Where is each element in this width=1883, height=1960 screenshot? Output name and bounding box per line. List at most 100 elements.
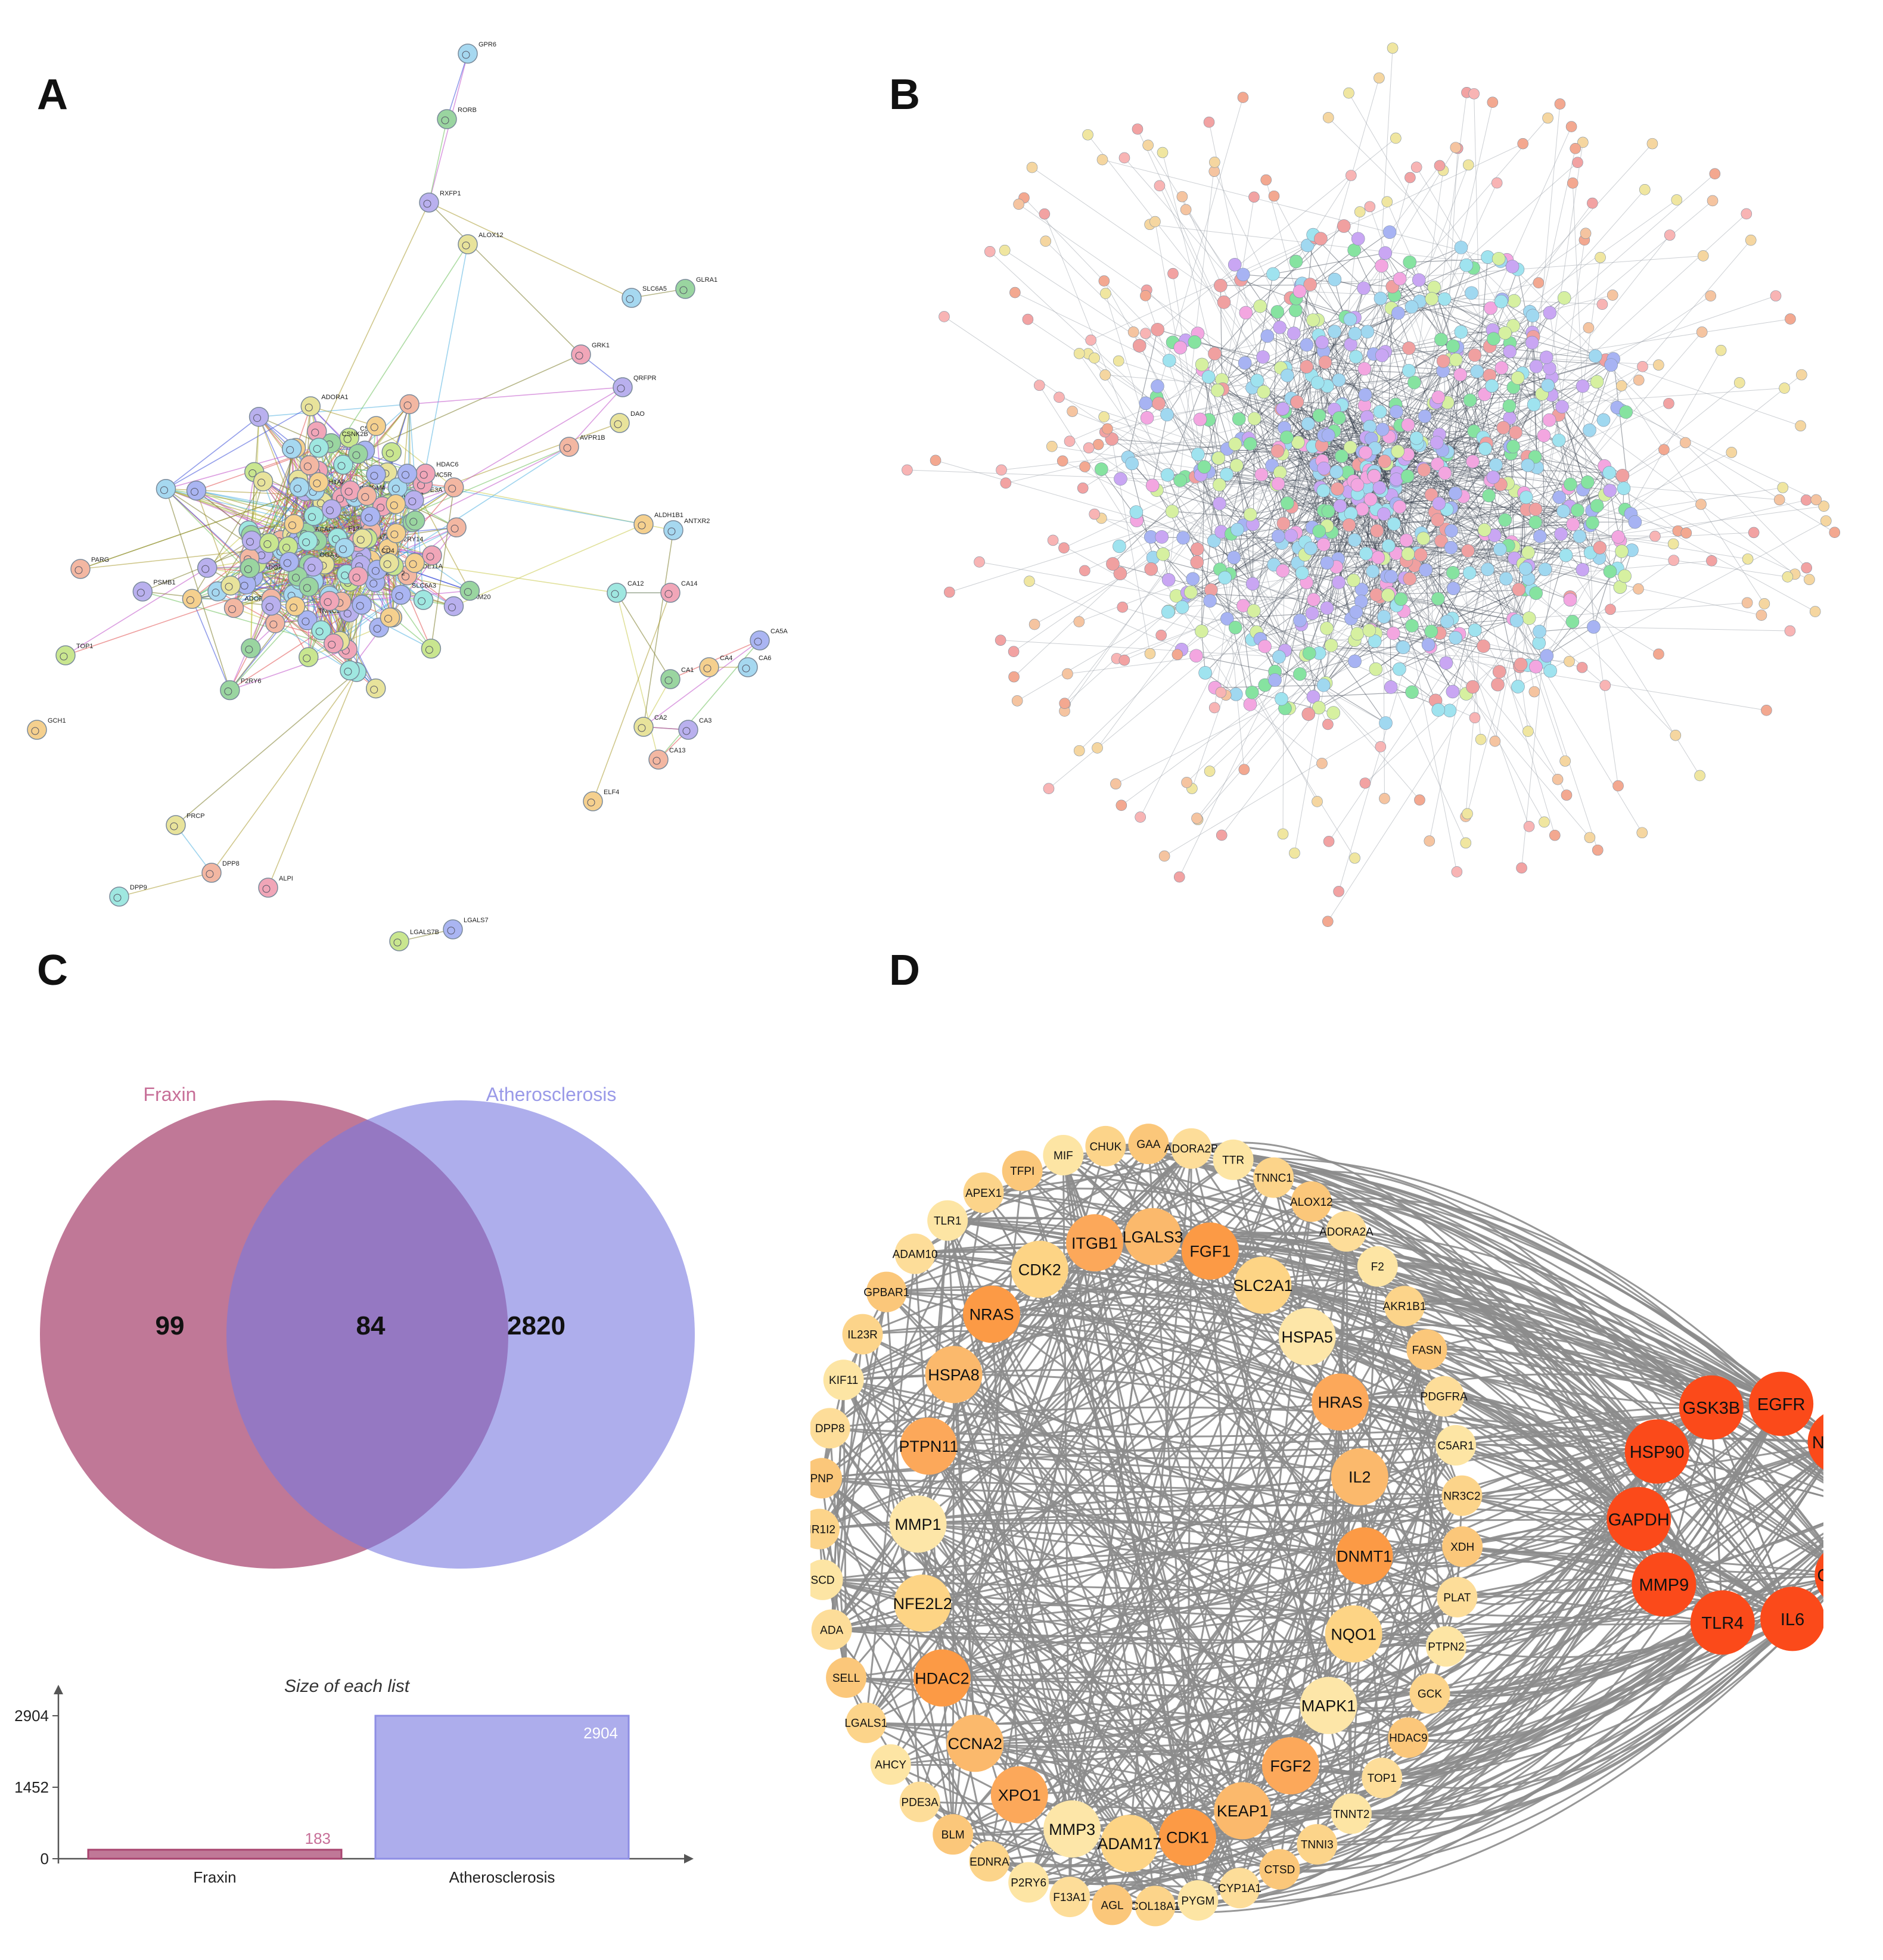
network-node <box>353 529 372 548</box>
network-node <box>187 481 206 500</box>
network-node-label: HDAC6 <box>436 461 458 468</box>
network-node <box>1348 655 1362 668</box>
network-node <box>1403 256 1416 269</box>
network-node <box>1440 615 1453 628</box>
network-node <box>1343 88 1354 98</box>
network-node <box>1177 191 1188 202</box>
network-node <box>1419 564 1433 577</box>
gene-node-label: MIF <box>1054 1150 1073 1162</box>
network-node <box>1151 379 1164 393</box>
network-node <box>1561 790 1572 801</box>
network-node <box>944 587 955 598</box>
network-node <box>1481 563 1494 576</box>
network-node-label: DPP9 <box>130 884 147 891</box>
network-node <box>1319 356 1332 369</box>
network-node <box>266 614 285 633</box>
network-node <box>1146 479 1159 492</box>
network-node <box>1680 437 1691 448</box>
network-node <box>1454 368 1467 381</box>
network-node <box>366 465 386 484</box>
network-node <box>1177 531 1190 545</box>
network-node <box>1273 466 1287 479</box>
network-node <box>1301 417 1315 430</box>
network-node <box>1567 178 1578 188</box>
network-node <box>405 553 424 573</box>
network-node <box>1378 455 1391 468</box>
network-node-label: AVPR1B <box>580 434 605 441</box>
network-node <box>1154 181 1165 191</box>
network-edge <box>166 417 259 489</box>
network-node <box>1314 232 1327 245</box>
network-node <box>1663 398 1674 409</box>
network-node <box>1514 658 1527 671</box>
network-node <box>1511 680 1524 693</box>
network-node <box>1494 295 1508 308</box>
network-node <box>1450 142 1461 153</box>
gene-node-label: SELL <box>832 1672 860 1685</box>
network-node <box>1364 493 1377 506</box>
venn-circle-atherosclerosis <box>226 1100 695 1569</box>
network-node <box>661 583 680 602</box>
network-node <box>1251 374 1264 387</box>
network-node <box>1157 147 1168 158</box>
network-node <box>1583 424 1596 437</box>
network-node <box>984 246 995 257</box>
network-node <box>1698 250 1708 261</box>
gene-node-label: GPBAR1 <box>863 1286 909 1299</box>
network-node <box>1132 124 1143 135</box>
network-node <box>1468 349 1481 362</box>
network-node <box>1549 830 1560 841</box>
network-node <box>349 444 368 463</box>
network-node <box>1363 624 1376 637</box>
network-node <box>1168 268 1179 279</box>
network-node <box>1558 291 1571 304</box>
network-node <box>1100 369 1111 380</box>
network-node <box>1554 527 1567 540</box>
network-node <box>1577 662 1587 673</box>
gene-node-label: FGF2 <box>1270 1757 1311 1775</box>
network-node <box>1466 455 1479 468</box>
network-node <box>1520 491 1533 504</box>
network-node <box>1446 340 1459 353</box>
network-node <box>1009 671 1020 682</box>
network-node <box>1637 827 1648 838</box>
network-node-label: CSNK2B <box>342 431 368 438</box>
network-node <box>166 816 185 835</box>
network-node <box>902 465 912 475</box>
network-node <box>1368 469 1381 483</box>
network-node <box>930 455 941 466</box>
network-node-label: DPP8 <box>222 860 240 867</box>
network-node <box>1433 497 1446 510</box>
network-node <box>1533 278 1544 288</box>
network-node-label: OGA <box>319 552 334 559</box>
network-node <box>1358 362 1371 375</box>
venn-count-overlap: 84 <box>356 1311 386 1340</box>
network-node <box>1748 527 1759 538</box>
gene-node-label: TLR1 <box>934 1215 961 1228</box>
network-node <box>1119 153 1130 163</box>
network-node <box>1381 589 1394 602</box>
network-node <box>1332 374 1346 387</box>
network-node <box>1113 540 1126 553</box>
network-node <box>1351 232 1365 245</box>
network-node <box>1009 287 1020 298</box>
network-node <box>1387 517 1400 530</box>
network-node <box>1405 300 1418 313</box>
network-node <box>1043 783 1054 794</box>
network-node <box>1379 247 1392 260</box>
network-node <box>1402 364 1415 377</box>
network-node <box>1231 523 1244 536</box>
gene-node-label: NQO1 <box>1331 1625 1376 1643</box>
network-node <box>1113 356 1124 366</box>
network-node <box>1331 483 1344 496</box>
network-node <box>1664 230 1675 241</box>
network-node <box>1603 466 1616 480</box>
network-node <box>1560 756 1571 767</box>
network-edge <box>1039 385 1236 695</box>
network-node <box>358 486 377 505</box>
network-node <box>1390 405 1403 418</box>
network-node <box>340 661 359 680</box>
network-node <box>1462 808 1473 819</box>
network-node <box>676 279 695 298</box>
